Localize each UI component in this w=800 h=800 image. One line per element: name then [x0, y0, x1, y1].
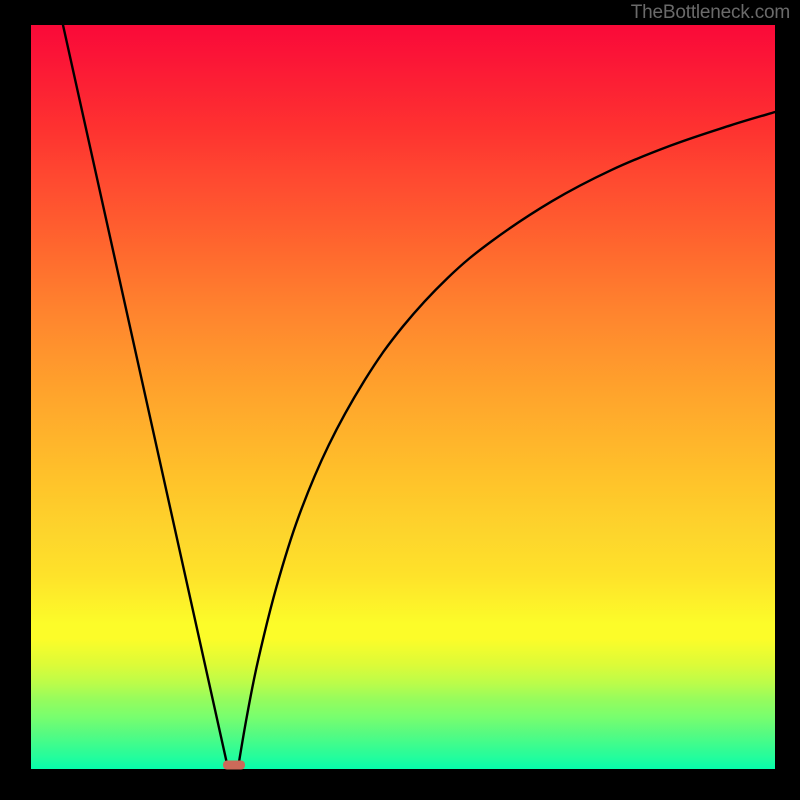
- chart-plot-area: [31, 25, 775, 769]
- bottleneck-curve: [63, 25, 775, 769]
- watermark-text: TheBottleneck.com: [631, 2, 790, 24]
- chart-curve-svg: [31, 25, 775, 769]
- optimal-point-marker: [223, 761, 245, 770]
